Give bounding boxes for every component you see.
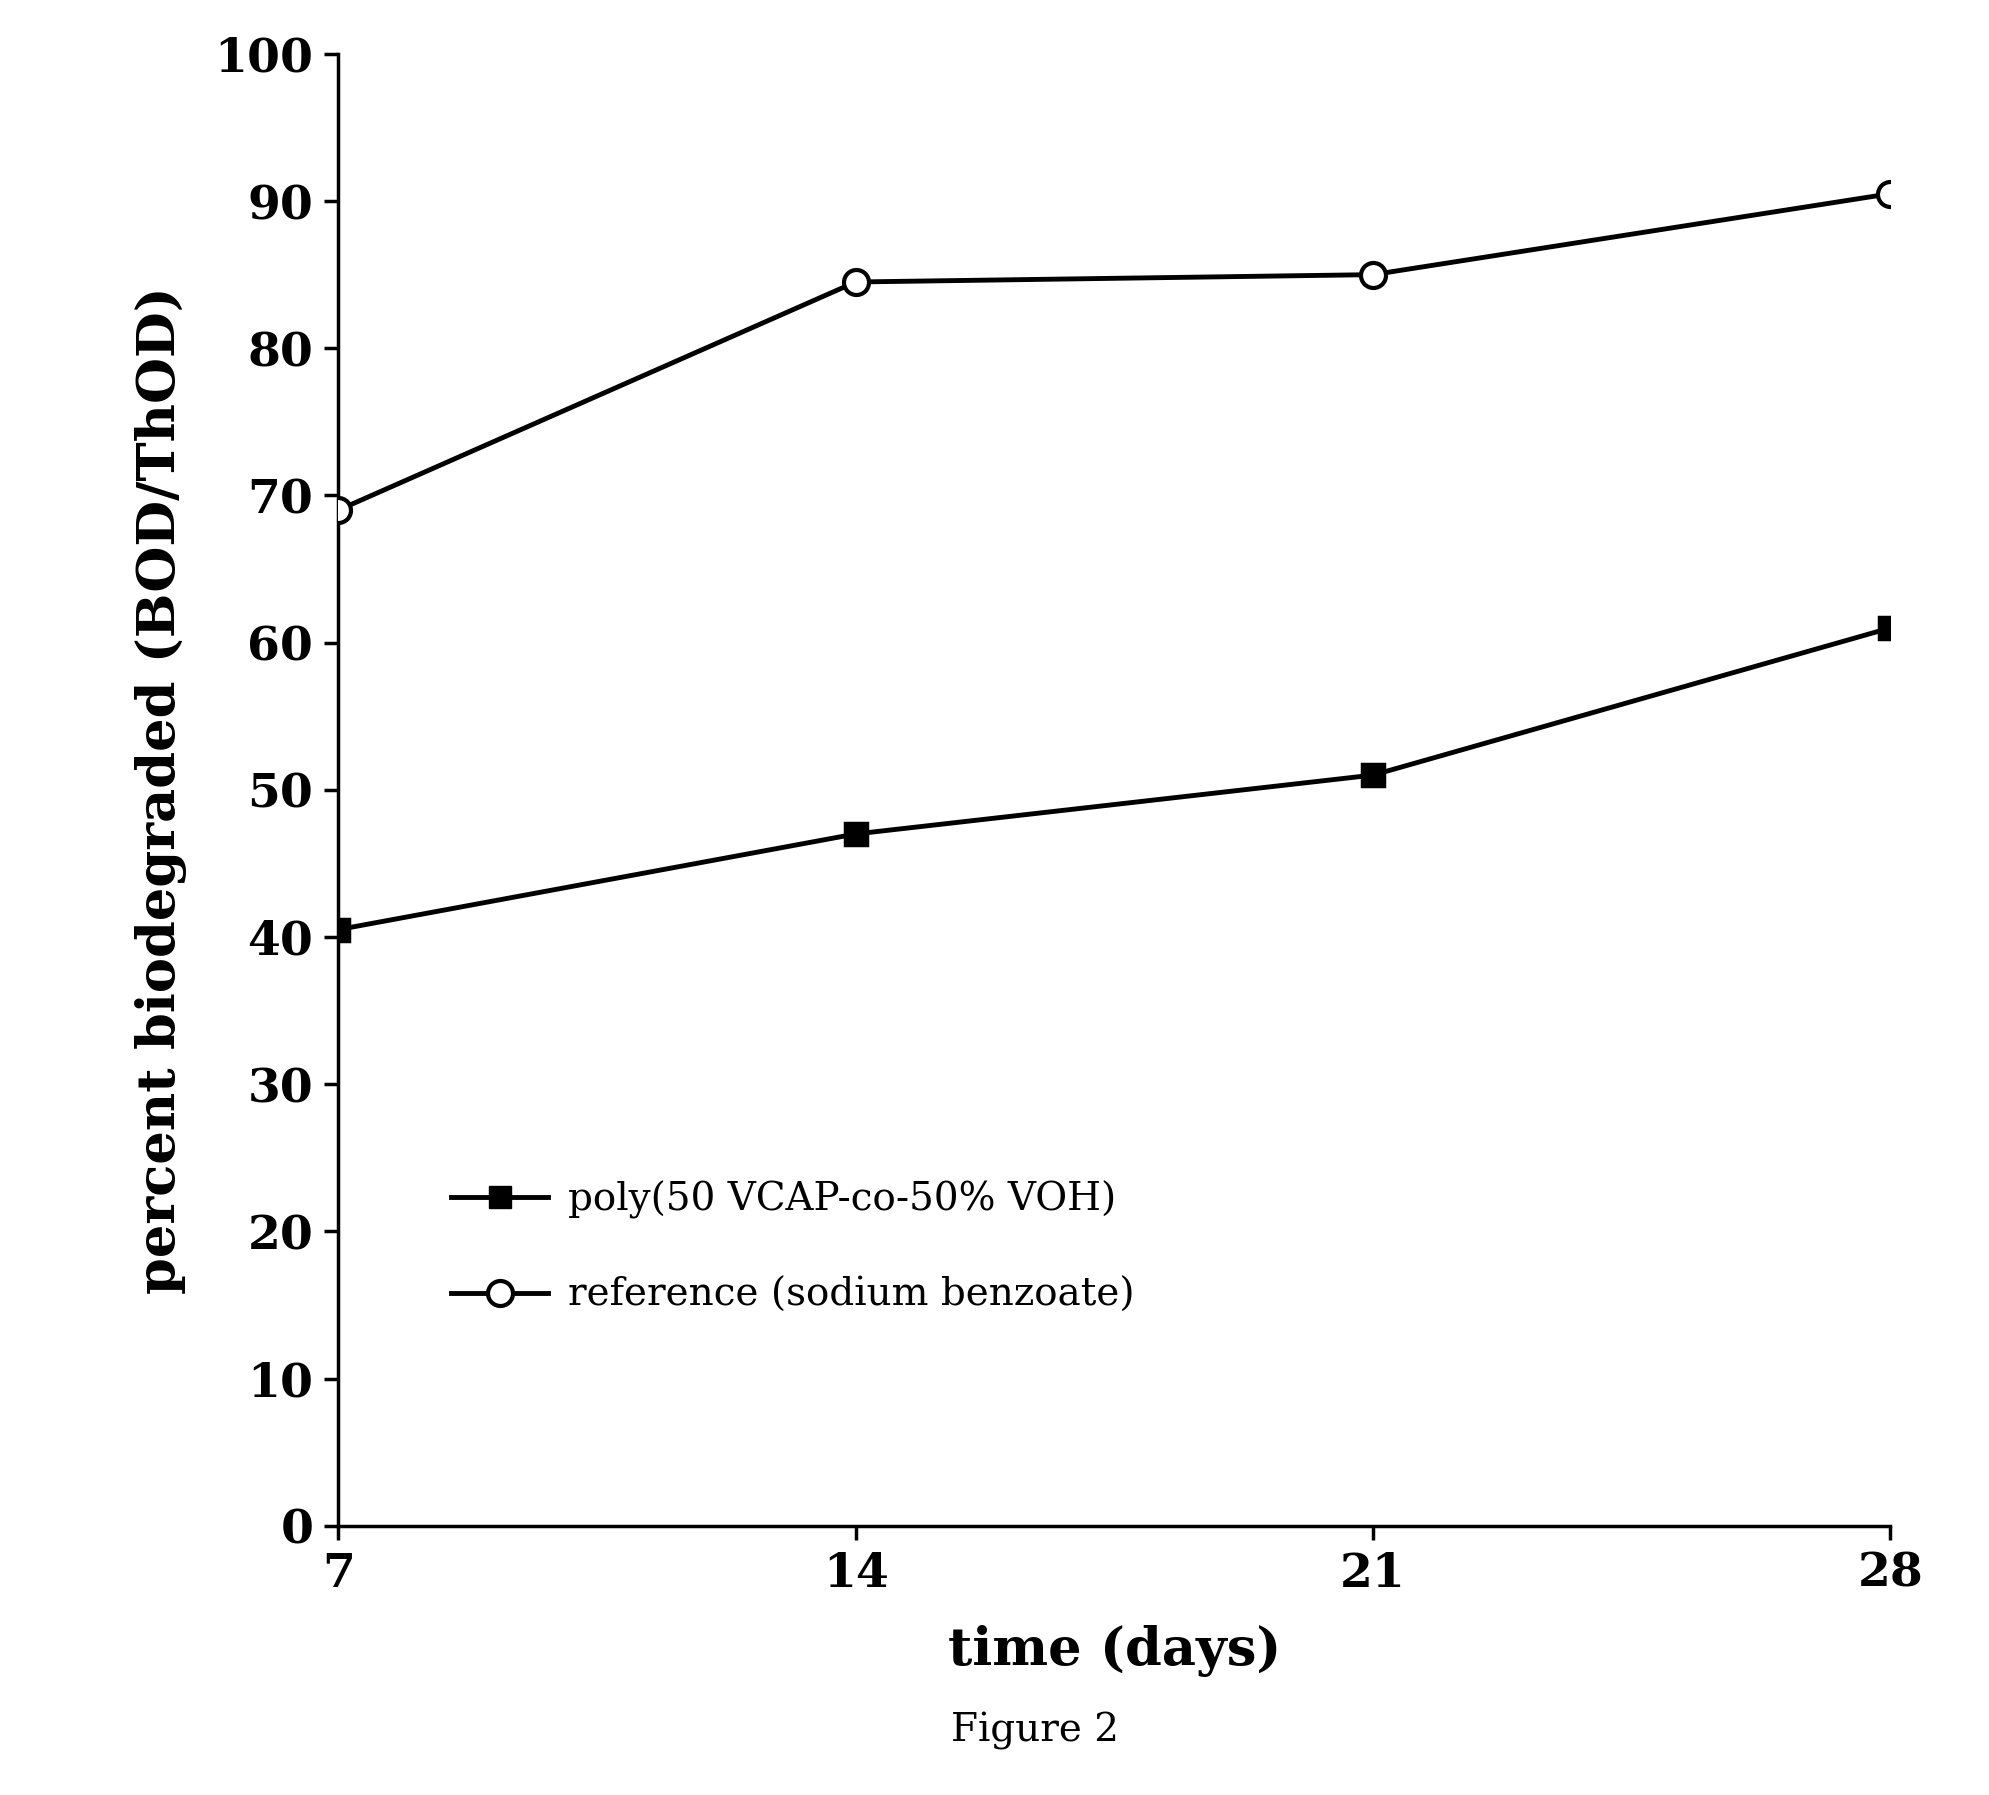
X-axis label: time (days): time (days)	[947, 1624, 1281, 1677]
Y-axis label: percent biodegraded (BOD/ThOD): percent biodegraded (BOD/ThOD)	[135, 285, 187, 1294]
Text: Figure 2: Figure 2	[951, 1712, 1118, 1750]
Legend: poly(50 VCAP-co-50% VOH), reference (sodium benzoate): poly(50 VCAP-co-50% VOH), reference (sod…	[436, 1165, 1150, 1330]
